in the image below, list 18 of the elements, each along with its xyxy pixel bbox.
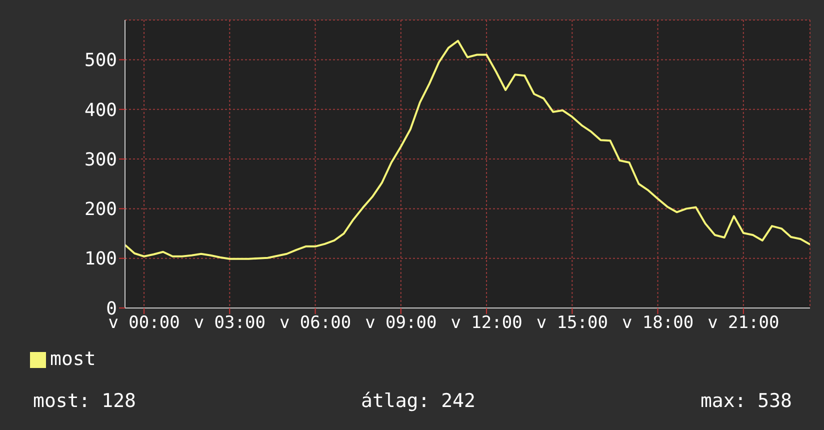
text: max: 538 [700, 390, 792, 412]
y-tick-label: 500 [84, 50, 117, 72]
y-tick-label: 100 [84, 248, 117, 270]
x-tick-label: v 03:00 [194, 313, 266, 334]
y-tick-label: 0 [106, 298, 117, 320]
x-tick-label: v 06:00 [279, 313, 352, 334]
x-tick-label: v 18:00 [622, 313, 694, 334]
line-series [125, 40, 810, 260]
text: most: 128 [33, 390, 136, 412]
x-tick-label: v 15:00 [536, 313, 608, 334]
text: átlag: 242 [361, 390, 476, 412]
x-tick-label: v 12:00 [450, 313, 522, 334]
x-tick-label: v 09:00 [365, 313, 437, 334]
y-tick-label: 400 [84, 100, 117, 121]
legend-label: most [50, 348, 96, 370]
y-tick-label: 200 [84, 199, 117, 220]
y-tick-label: 300 [84, 149, 117, 170]
x-tick-label: v 21:00 [708, 313, 780, 334]
